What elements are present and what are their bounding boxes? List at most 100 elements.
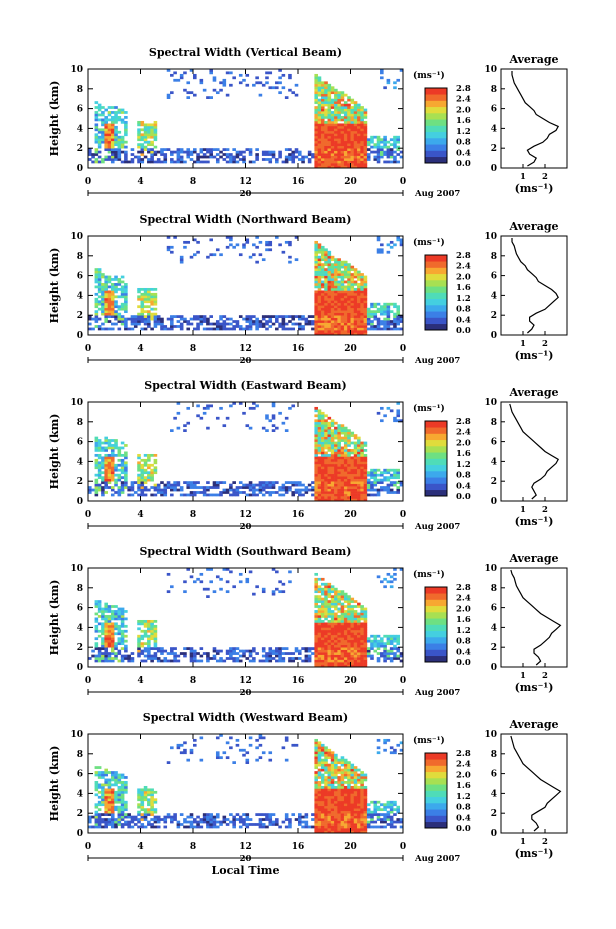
heatmap-cell [140, 790, 145, 794]
x-tick-label: 20 [344, 676, 357, 686]
heatmap-cell [340, 610, 345, 613]
heatmap-cell [350, 486, 355, 489]
heatmap-cell [137, 790, 141, 794]
heatmap-cell [258, 491, 263, 494]
heatmap-cell [114, 305, 118, 309]
heatmap-cell [340, 481, 345, 484]
heatmap-cell [370, 488, 374, 492]
heatmap-cell [140, 471, 145, 475]
heatmap-cell [340, 644, 345, 648]
heatmap-cell [94, 150, 99, 154]
heatmap-cell [386, 325, 391, 328]
heatmap-cell [327, 491, 332, 494]
heatmap-cell [156, 491, 161, 494]
heatmap-cell [153, 317, 158, 321]
heatmap-cell [330, 639, 335, 643]
heatmap-cell [120, 292, 125, 296]
heatmap-cell [350, 619, 355, 623]
heatmap-cell [143, 315, 148, 318]
heatmap-cell [330, 91, 335, 95]
heatmap-cell [320, 163, 325, 166]
heatmap-cell [337, 431, 341, 435]
heatmap-cell [101, 637, 105, 641]
heatmap-cell [317, 637, 322, 641]
heatmap-cell [347, 637, 351, 641]
heatmap-cell [124, 155, 128, 159]
heatmap-cell [107, 473, 112, 477]
heatmap-cell [320, 577, 325, 581]
heatmap-cell [320, 91, 325, 95]
heatmap-cell [337, 300, 341, 304]
heatmap-cell [334, 140, 338, 144]
heatmap-cell [101, 820, 105, 824]
heatmap-cell [337, 135, 341, 139]
heatmap-cell [350, 101, 355, 104]
heatmap-cell [337, 310, 341, 314]
heatmap-cell [343, 153, 348, 156]
heatmap-cell [150, 624, 154, 628]
heatmap-cell [147, 627, 151, 631]
colorbar-segment [425, 593, 447, 600]
heatmap-cell [133, 325, 138, 328]
heatmap-cell [334, 150, 338, 154]
heatmap-cell [245, 580, 250, 584]
heatmap-cell [389, 240, 394, 244]
heatmap-cell [357, 153, 361, 156]
heatmap-cell [337, 111, 341, 114]
heatmap-cell [370, 315, 374, 318]
heatmap-cell [153, 808, 158, 812]
heatmap-cell [153, 468, 158, 472]
heatmap-cell [150, 808, 154, 812]
heatmap-cell [104, 148, 108, 151]
heatmap-cell [337, 478, 341, 482]
heatmap-cell [383, 153, 387, 156]
heatmap-cell [258, 320, 263, 323]
heatmap-cell [117, 287, 122, 291]
heatmap-cell [275, 491, 279, 494]
heatmap-cell [347, 133, 351, 137]
heatmap-cell [347, 96, 351, 99]
heatmap-cell [357, 461, 361, 465]
heatmap-cell [334, 622, 338, 626]
heatmap-cell [320, 607, 325, 611]
heatmap-cell [353, 138, 358, 142]
heatmap-cell [324, 446, 328, 450]
heatmap-cell [360, 116, 364, 119]
heatmap-cell [360, 287, 364, 291]
heatmap-cell [320, 612, 325, 616]
heatmap-cell [186, 320, 191, 323]
heatmap-cell [353, 128, 358, 132]
colorbar-tick-label: 2.4 [456, 95, 471, 105]
heatmap-cell [114, 275, 118, 279]
heatmap-cell [334, 300, 338, 304]
colorbar-segment [425, 323, 447, 331]
heatmap-cell [350, 128, 355, 132]
heatmap-cell [97, 327, 102, 331]
heatmap-cell [317, 245, 322, 249]
heatmap-cell [147, 473, 151, 477]
heatmap-cell [324, 287, 328, 291]
heatmap-cell [104, 813, 108, 816]
heatmap-cell [137, 476, 141, 480]
heatmap-cell [281, 746, 286, 750]
heatmap-cell [275, 81, 279, 85]
colorbar-tick-label: 0.4 [456, 647, 471, 657]
heatmap-cell [393, 325, 397, 328]
heatmap-cell [334, 260, 338, 264]
heatmap-cell [353, 270, 358, 274]
heatmap-cell [317, 150, 322, 154]
heatmap-cell [120, 785, 125, 789]
heatmap-cell [334, 456, 338, 460]
heatmap-cell [347, 312, 351, 316]
heatmap-cell [107, 808, 112, 812]
heatmap-cell [330, 647, 335, 650]
heatmap-cell [376, 468, 381, 472]
heatmap-cell [337, 287, 341, 291]
heatmap-cell [94, 602, 99, 606]
heatmap-cell [101, 111, 105, 114]
heatmap-cell [337, 488, 341, 492]
heatmap-cell [317, 322, 322, 326]
heatmap-cell [376, 143, 381, 147]
heatmap-cell [320, 325, 325, 328]
heatmap-cell [238, 572, 243, 576]
